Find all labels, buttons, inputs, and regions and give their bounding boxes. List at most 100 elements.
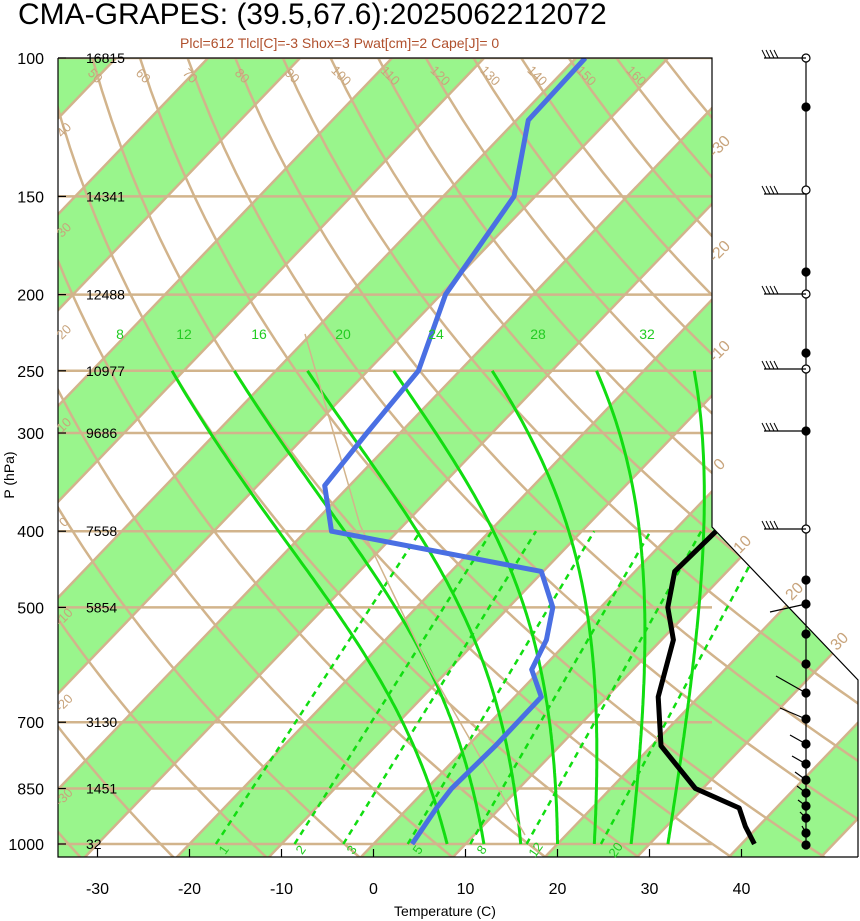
height-label: 16815	[86, 50, 125, 66]
wind-barb-flag	[769, 422, 775, 432]
moist-adiabat	[306, 369, 523, 845]
wind-barb-flag	[769, 360, 775, 370]
height-label: 1451	[86, 781, 117, 797]
isotherm-label: 100	[328, 63, 354, 89]
wind-barb-flag	[765, 360, 771, 370]
mixing-ratio-line	[406, 530, 596, 845]
height-label: 7558	[86, 523, 117, 539]
chart-title: CMA-GRAPES: (39.5,67.6):2025062212072	[18, 0, 607, 31]
adiabat-label: 20	[53, 321, 74, 342]
wind-barb-flag	[761, 422, 767, 432]
wind-barb	[779, 707, 807, 720]
x-axis-label: Temperature (C)	[394, 903, 496, 919]
wind-level-dot	[801, 102, 811, 112]
isotherm-band	[58, 58, 335, 857]
dry-adiabat	[58, 58, 365, 857]
wind-barb-flag	[769, 285, 775, 295]
y-tick-label: 150	[17, 189, 44, 206]
isotherm-label: 30	[828, 629, 853, 654]
wind-barb-flag	[765, 185, 771, 195]
x-tick-label: -20	[178, 881, 201, 898]
moist-adiabat-label: 24	[428, 326, 444, 342]
x-tick-label: -10	[270, 881, 293, 898]
y-tick-label: 200	[17, 288, 44, 305]
isotherm-line	[58, 58, 428, 857]
wind-barb-flag	[761, 285, 767, 295]
wind-barb-flag	[765, 422, 771, 432]
y-tick-label: 500	[17, 600, 44, 617]
wind-barb-flag	[761, 520, 767, 530]
isotherm-line	[58, 58, 336, 857]
height-label: 10977	[86, 363, 125, 379]
isotherm-label: -20	[706, 238, 734, 266]
mixing-ratio-line	[293, 530, 493, 845]
x-tick-label: -30	[86, 881, 109, 898]
isotherm-line	[58, 58, 244, 857]
moist-adiabat-label: 32	[639, 326, 655, 342]
wind-barb	[769, 603, 807, 613]
y-tick-label: 850	[17, 782, 44, 799]
wind-barb	[799, 811, 807, 819]
wind-barb-flag	[773, 520, 779, 530]
mixing-ratio-line	[214, 530, 422, 845]
wind-barb-flag	[769, 49, 775, 59]
moist-adiabat-label: 16	[251, 326, 267, 342]
isotherm-band	[58, 58, 703, 857]
mixing-ratio-line	[599, 530, 769, 845]
wind-level-dot	[801, 659, 811, 669]
plot-frame-right	[58, 57, 859, 857]
moist-adiabat	[392, 369, 559, 844]
isotherm-band	[58, 58, 519, 857]
isotherm-line	[540, 58, 858, 857]
plot-area	[58, 58, 858, 857]
plot-frame-left-bottom	[57, 58, 858, 858]
y-tick-label: 100	[17, 51, 44, 68]
y-tick-label: 400	[17, 524, 44, 541]
wind-barb-flag	[761, 360, 767, 370]
wind-barb	[775, 675, 807, 694]
wind-barb-flag	[773, 360, 779, 370]
height-label: 9686	[86, 425, 117, 441]
wind-level-dot	[801, 348, 811, 358]
wind-barb-flag	[765, 520, 771, 530]
wind-barb	[801, 825, 807, 834]
isotherm-line	[264, 58, 858, 857]
wind-barb	[789, 734, 807, 745]
wind-barb-flag	[765, 49, 771, 59]
moist-adiabat	[595, 370, 647, 845]
y-tick-label: 700	[17, 715, 44, 732]
wind-barb-flag	[769, 520, 775, 530]
wind-barb	[794, 771, 807, 781]
wind-barb-flag	[765, 285, 771, 295]
mixing-ratio-label: 20	[605, 839, 626, 859]
isotherm-line	[58, 58, 704, 857]
wind-barb-flag	[761, 49, 767, 59]
x-tick-label: 0	[369, 881, 378, 898]
x-tick-label: 20	[549, 881, 567, 898]
wind-barb-flag	[773, 49, 779, 59]
x-tick-label: 10	[457, 881, 475, 898]
y-tick-label: 250	[17, 364, 44, 381]
wind-barb	[796, 785, 807, 794]
height-label: 3130	[86, 714, 117, 730]
wind-level-dot	[801, 267, 811, 277]
mixing-ratio-label: 12	[525, 839, 546, 859]
x-tick-label: 30	[641, 881, 659, 898]
wind-level-dot	[801, 185, 811, 195]
height-label: 5854	[86, 599, 117, 615]
adiabat-label: 40	[53, 119, 74, 140]
moist-adiabat-label: 28	[530, 326, 546, 342]
temperature-line	[655, 58, 858, 846]
isotherm-line	[58, 58, 520, 857]
y-axis-label: P (hPa)	[1, 451, 17, 498]
moist-adiabat	[666, 370, 706, 845]
wind-barb	[791, 755, 807, 765]
wind-level-dot	[801, 629, 811, 639]
isotherm-band	[541, 58, 858, 857]
wind-barb-flag	[773, 285, 779, 295]
dry-adiabat	[58, 58, 271, 857]
moist-adiabat-label: 8	[116, 326, 124, 342]
wind-barb-flag	[773, 185, 779, 195]
moist-adiabat	[490, 370, 599, 845]
